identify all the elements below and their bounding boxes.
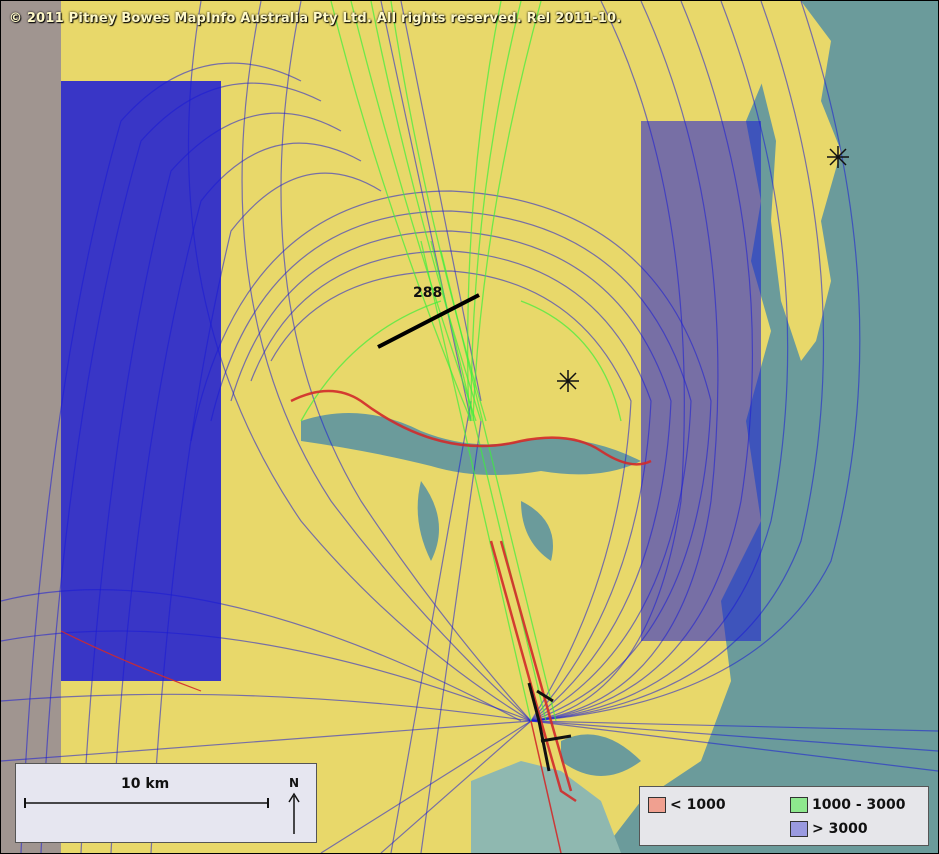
legend-item: 1000 - 3000 xyxy=(790,797,906,813)
legend-swatch-high xyxy=(790,821,808,837)
copyright-notice: © 2011 Pitney Bowes MapInfo Australia Pt… xyxy=(9,11,622,26)
harbour-water xyxy=(301,413,641,776)
tracks-mid-altitude xyxy=(300,1,622,722)
north-label: N xyxy=(288,776,300,790)
gate-label: 288 xyxy=(413,285,443,301)
legend-label: > 3000 xyxy=(812,821,868,837)
airport-runways xyxy=(527,682,572,772)
scale-bar xyxy=(24,798,269,808)
scale-bar-panel: 10 km N xyxy=(15,763,317,843)
legend: < 1000 1000 - 3000 > 3000 xyxy=(639,786,929,846)
legend-swatch-low xyxy=(648,797,666,813)
legend-item: > 3000 xyxy=(790,821,868,837)
north-arrow: N xyxy=(284,776,304,836)
gate-line xyxy=(377,293,480,349)
tracks-low-altitude xyxy=(60,389,652,853)
legend-label: 1000 - 3000 xyxy=(812,797,906,813)
north-arrow-icon xyxy=(288,792,300,834)
tracks-dense-west xyxy=(1,1,61,853)
tracks-dense-east xyxy=(641,121,761,641)
legend-item: < 1000 xyxy=(648,797,726,813)
legend-label: < 1000 xyxy=(670,797,726,813)
navaid-marker xyxy=(827,146,849,168)
navaid-marker xyxy=(557,370,579,392)
legend-swatch-mid xyxy=(790,797,808,813)
scale-label: 10 km xyxy=(121,776,170,792)
